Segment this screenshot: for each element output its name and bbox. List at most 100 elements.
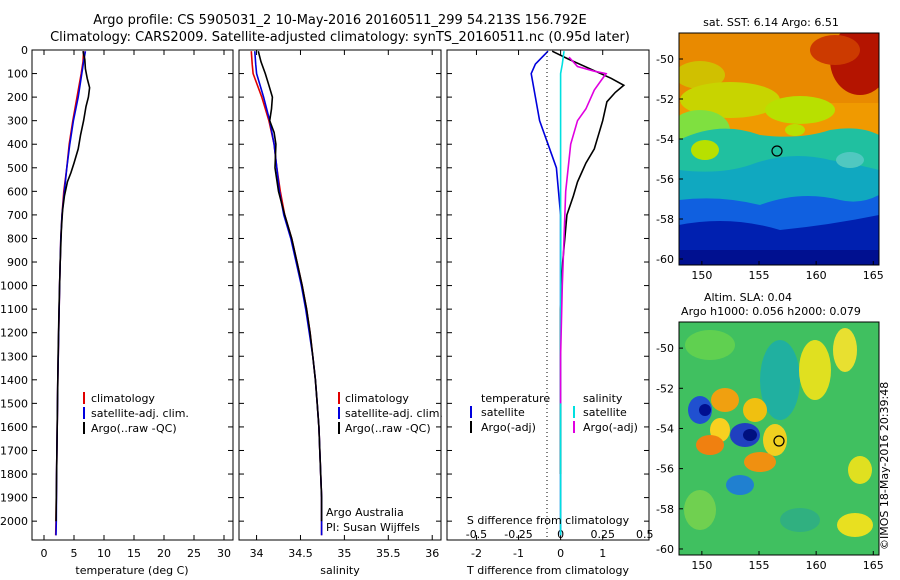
y-tick-label: 2000: [0, 515, 28, 528]
map-y-tick-label: -54: [656, 422, 674, 435]
y-tick-label: 1600: [0, 421, 28, 434]
legend-label-satellite: satellite-adj. clim.: [345, 407, 443, 420]
map-y-tick-label: -60: [656, 253, 674, 266]
map-y-tick-label: -60: [656, 543, 674, 556]
map-y-tick-label: -52: [656, 382, 674, 395]
temperature-series: [54, 51, 91, 536]
x-tick-label: 34: [250, 547, 264, 560]
legend-label-s-argo: Argo(-adj): [583, 421, 638, 434]
y-tick-label: 1700: [0, 444, 28, 457]
legend-label-t-argo: Argo(-adj): [481, 421, 536, 434]
legend-title-salinity: salinity: [583, 392, 623, 405]
map-x-tick-label: 155: [749, 559, 770, 572]
series-line-argo-raw-qc-: [55, 51, 91, 522]
x-tick-label: -2: [471, 547, 482, 560]
map-y-tick-label: -56: [656, 463, 674, 476]
temperature-axes: 0 5 10 15 20 25 300100200300400500600700800900…: [0, 44, 233, 560]
s-tick-label: 0.25: [590, 528, 615, 541]
map-y-tick-label: -58: [656, 503, 674, 516]
credit-line-2: PI: Susan Wijffels: [326, 521, 420, 534]
map-x-tick-label: 160: [806, 269, 827, 282]
legend-label-climatology: climatology: [345, 392, 409, 405]
series-line-satellite-adj-clim-: [55, 51, 87, 536]
x-tick-label: 5: [71, 547, 78, 560]
salinity-xlabel: salinity: [320, 564, 360, 577]
difference-frame: [446, 49, 650, 541]
credit-line-1: Argo Australia: [326, 506, 404, 519]
series-line-temperature-satellite: [530, 50, 562, 536]
imos-stamp: ©IMOS 18-May-2016 20:39:48: [878, 382, 891, 550]
series-line-argo-raw-qc-: [257, 51, 323, 522]
y-tick-label: 900: [7, 256, 28, 269]
y-tick-label: 500: [7, 162, 28, 175]
x-tick-label: 36: [425, 547, 439, 560]
series-line-satellite-adj-clim-: [254, 51, 323, 536]
sla-map: [678, 321, 880, 556]
x-tick-label: 20: [157, 547, 171, 560]
series-line-salinity-satellite: [559, 51, 565, 536]
s-tick-label: 0.5: [636, 528, 654, 541]
y-tick-label: 0: [21, 44, 28, 57]
s-difference-xlabel: S difference from climatology: [467, 514, 630, 527]
sst-map-title: sat. SST: 6.14 Argo: 6.51: [703, 16, 839, 29]
x-tick-label: 35: [337, 547, 351, 560]
y-tick-label: 1500: [0, 397, 28, 410]
map-x-tick-label: 165: [863, 269, 884, 282]
sla-map-subtitle: Argo h1000: 0.056 h2000: 0.079: [681, 305, 861, 318]
map-y-tick-label: -52: [656, 93, 674, 106]
legend-title-temperature: temperature: [481, 392, 550, 405]
map-x-tick-label: 160: [806, 559, 827, 572]
x-tick-label: 0: [557, 547, 564, 560]
legend-label-satellite: satellite-adj. clim.: [91, 407, 189, 420]
x-tick-label: 0: [41, 547, 48, 560]
sla-map-title: Altim. SLA: 0.04: [704, 291, 792, 304]
legend-label-s-satellite: satellite: [583, 406, 627, 419]
y-tick-label: 1300: [0, 350, 28, 363]
sst-map: [678, 32, 880, 266]
y-tick-label: 200: [7, 91, 28, 104]
y-tick-label: 800: [7, 232, 28, 245]
y-tick-label: 100: [7, 68, 28, 81]
map-x-tick-label: 155: [749, 269, 770, 282]
map-y-tick-label: -50: [656, 342, 674, 355]
y-tick-label: 400: [7, 138, 28, 151]
s-tick-label: -0.25: [504, 528, 532, 541]
legend-label-t-satellite: satellite: [481, 406, 525, 419]
x-tick-label: 35.5: [376, 547, 401, 560]
series-line-climatology: [250, 51, 323, 536]
legend-label-climatology: climatology: [91, 392, 155, 405]
temperature-legend: climatology satellite-adj. clim. Argo(..…: [83, 392, 189, 435]
salinity-axes: 34 34.5 35 35.5 36: [239, 49, 441, 560]
temperature-xlabel: temperature (deg C): [75, 564, 188, 577]
plot-title: Argo profile: CS 5905031_2 10-May-2016 2…: [93, 13, 587, 28]
y-tick-label: 300: [7, 115, 28, 128]
map-y-tick-label: -54: [656, 133, 674, 146]
x-tick-label: 25: [187, 547, 201, 560]
sla-map-axes: 150 155 160 165 -50 -52 -54 -56 -58 -60: [656, 342, 884, 572]
map-y-tick-label: -50: [656, 53, 674, 66]
difference-legend: temperature satellite Argo(-adj) salinit…: [470, 392, 638, 434]
x-tick-label: 1: [599, 547, 606, 560]
argo-location-marker: [771, 145, 783, 157]
x-tick-label: 30: [217, 547, 231, 560]
map-y-tick-label: -58: [656, 213, 674, 226]
y-tick-label: 1900: [0, 492, 28, 505]
difference-series: [530, 50, 626, 536]
legend-label-argo: Argo(..raw -QC): [91, 422, 177, 435]
y-tick-label: 700: [7, 209, 28, 222]
y-tick-label: 1800: [0, 468, 28, 481]
y-tick-label: 1000: [0, 280, 28, 293]
t-difference-xlabel: T difference from climatology: [466, 564, 629, 577]
x-tick-label: -1: [513, 547, 524, 560]
plot-subtitle: Climatology: CARS2009. Satellite-adjuste…: [50, 30, 630, 45]
salinity-series: [250, 51, 323, 536]
y-tick-label: 1100: [0, 303, 28, 316]
temperature-frame: [31, 49, 234, 541]
s-tick-label: -0.5: [466, 528, 487, 541]
salinity-legend: climatology satellite-adj. clim. Argo(..…: [338, 392, 443, 435]
map-x-tick-label: 165: [863, 559, 884, 572]
sst-map-axes: 150 155 160 165 -50 -52 -54 -56 -58 -60: [656, 53, 884, 282]
y-tick-label: 600: [7, 185, 28, 198]
y-tick-label: 1400: [0, 374, 28, 387]
